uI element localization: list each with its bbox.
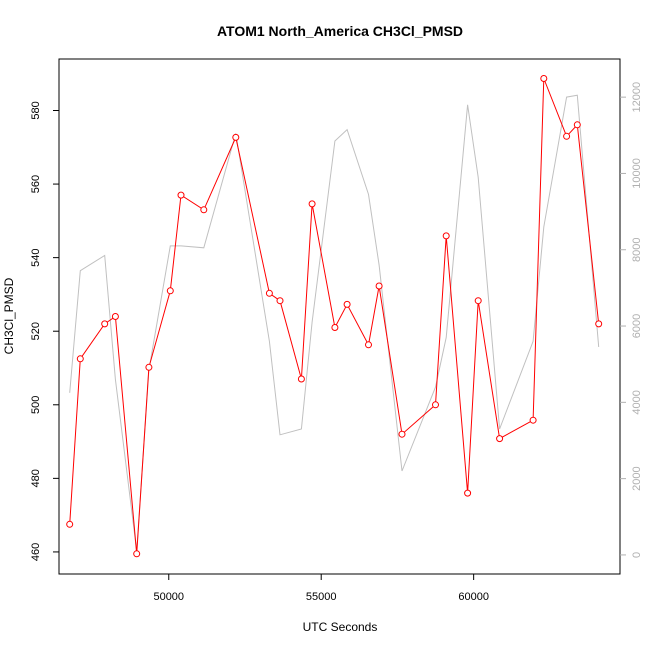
left-axis-series-point bbox=[308, 200, 316, 208]
left-axis-series-point bbox=[232, 133, 240, 141]
x-axis-label: UTC Seconds bbox=[303, 620, 378, 634]
left-axis-series-point bbox=[464, 489, 472, 497]
left-axis-series-point bbox=[331, 324, 339, 331]
y-tick-label: 540 bbox=[30, 248, 42, 266]
left-axis-series-point bbox=[66, 520, 74, 528]
chart-title: ATOM1 North_America CH3Cl_PMSD bbox=[217, 23, 463, 39]
right-y-tick-label: 10000 bbox=[631, 158, 643, 189]
x-tick-label: 50000 bbox=[153, 591, 184, 603]
left-axis-series-point bbox=[101, 320, 109, 328]
left-axis-series-point bbox=[365, 341, 372, 349]
left-axis-series-point bbox=[432, 401, 439, 409]
left-axis-series-point bbox=[145, 363, 153, 371]
y-tick-label: 480 bbox=[30, 469, 42, 487]
y-axis-label: CH3Cl_PMSD bbox=[2, 277, 16, 354]
left-axis-series-point bbox=[111, 313, 119, 320]
left-axis-series-point bbox=[563, 132, 571, 140]
y-tick-label: 560 bbox=[30, 175, 42, 193]
right-y-tick-label: 0 bbox=[631, 552, 643, 558]
y-tick-label: 500 bbox=[30, 396, 42, 414]
left-axis-series-point bbox=[166, 287, 174, 295]
left-axis-series-point bbox=[177, 191, 185, 199]
left-axis-series-point bbox=[474, 297, 482, 305]
left-axis-series-point bbox=[276, 297, 284, 305]
left-axis-series-point bbox=[442, 232, 450, 240]
left-axis-series-point bbox=[595, 320, 603, 328]
left-axis-series-point bbox=[343, 300, 351, 308]
right-y-tick-label: 2000 bbox=[631, 466, 643, 490]
right-y-tick-label: 6000 bbox=[631, 314, 643, 338]
y-tick-label: 460 bbox=[30, 543, 42, 561]
y-axis: 460 480 500 520 540 560 580 bbox=[30, 101, 59, 561]
left-axis-series-point bbox=[265, 289, 273, 297]
left-axis-series-point bbox=[540, 75, 548, 82]
left-axis-series-point bbox=[133, 550, 141, 558]
left-axis-series-point bbox=[529, 416, 537, 424]
left-axis-series-point bbox=[573, 121, 581, 129]
right-y-tick-label: 12000 bbox=[631, 82, 643, 113]
x-axis: 50000 55000 60000 bbox=[153, 574, 489, 603]
left-axis-series-point bbox=[496, 435, 504, 443]
right-y-axis: 0 2000 4000 6000 8000 10000 12000 bbox=[620, 82, 643, 558]
right-y-tick-label: 4000 bbox=[631, 390, 643, 414]
x-tick-label: 60000 bbox=[458, 591, 489, 603]
left-axis-series-point bbox=[200, 206, 208, 214]
left-axis-series-point bbox=[375, 282, 383, 290]
plot-frame bbox=[58, 58, 621, 575]
left-axis-series-point bbox=[398, 430, 406, 438]
y-tick-label: 520 bbox=[30, 322, 42, 340]
y-tick-label: 580 bbox=[30, 101, 42, 119]
x-tick-label: 55000 bbox=[306, 591, 337, 603]
right-y-tick-label: 8000 bbox=[631, 237, 643, 261]
left-axis-series-point bbox=[297, 375, 305, 383]
series-layer bbox=[66, 75, 603, 558]
left-axis-series-point bbox=[76, 355, 84, 363]
